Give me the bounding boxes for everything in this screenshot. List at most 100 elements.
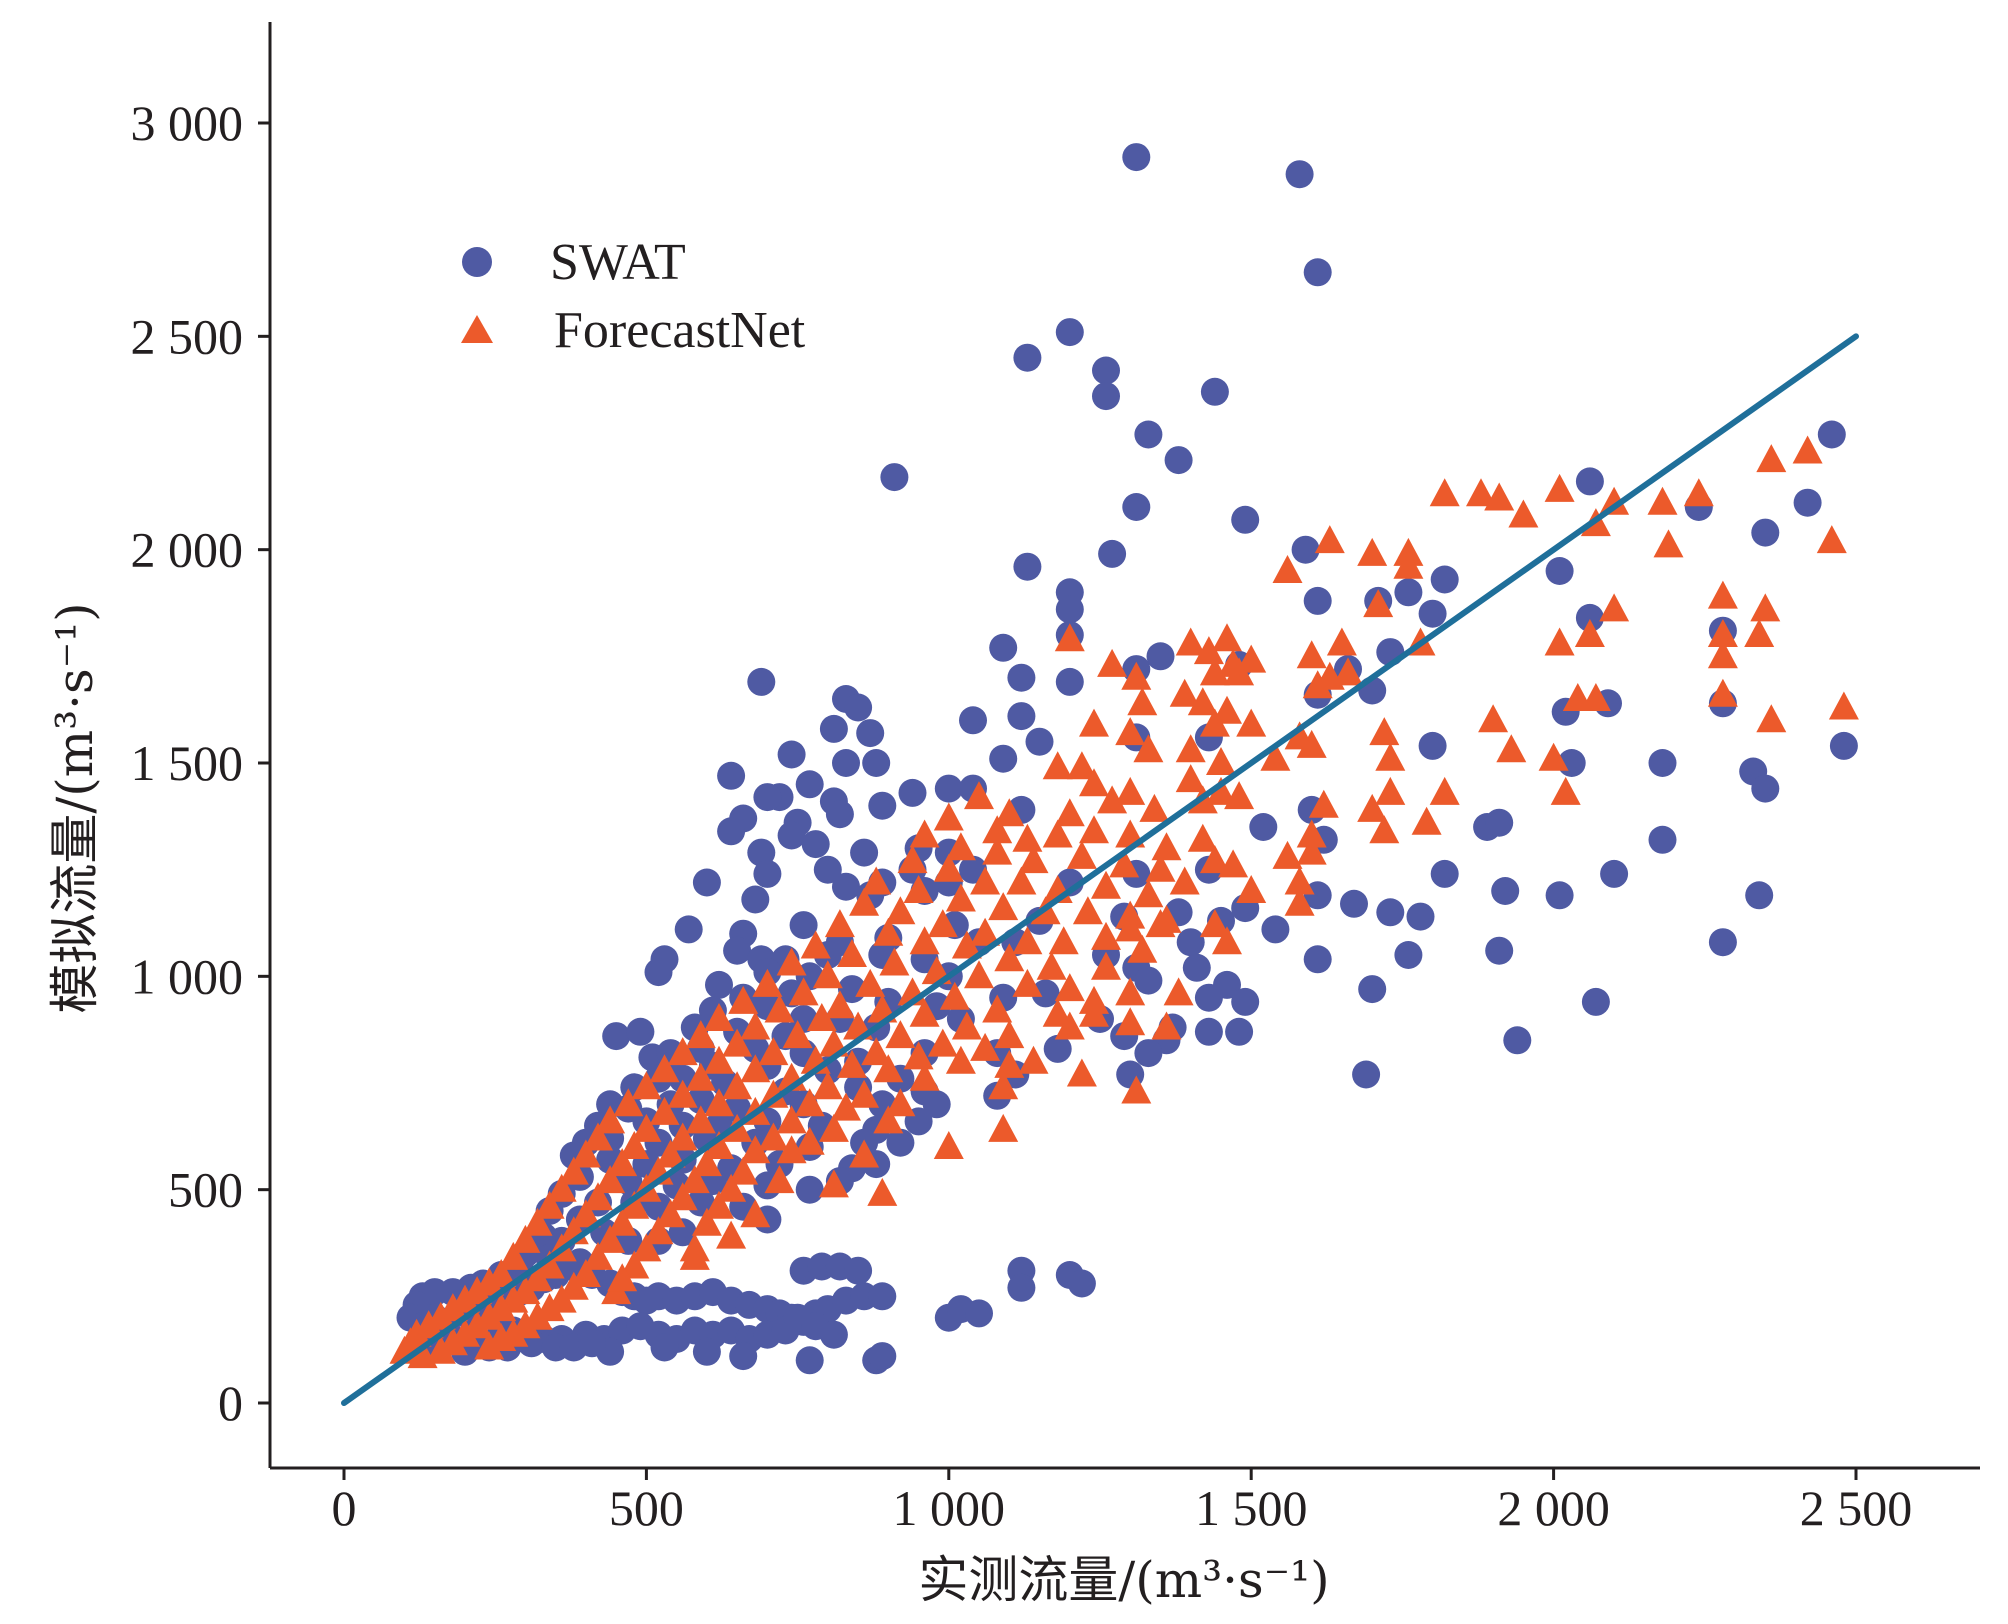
swat-point: [644, 958, 673, 987]
swat-point: [819, 714, 848, 743]
forecastnet-point: [1018, 1045, 1049, 1074]
forecastnet-point: [1139, 793, 1170, 822]
forecastnet-point: [1284, 887, 1315, 916]
forecastnet-point: [764, 994, 795, 1023]
forecastnet-point: [994, 798, 1025, 827]
swat-point: [795, 770, 824, 799]
swat-point: [856, 719, 885, 748]
forecastnet-point: [522, 1263, 553, 1292]
forecastnet-point: [1236, 644, 1267, 673]
forecastnet-point: [607, 1207, 638, 1236]
forecastnet-point: [1097, 785, 1128, 814]
swat-point: [1751, 774, 1780, 803]
forecastnet-point: [704, 1003, 734, 1031]
forecastnet-point: [806, 1003, 837, 1031]
forecastnet-point: [1550, 776, 1581, 805]
y-axis-ticks: 0 500 1 000 1 500 2 000 2 500 3 000: [131, 95, 270, 1431]
swat-point: [795, 1346, 824, 1375]
x-axis-title: 实测流量/(m³·s⁻¹): [918, 1551, 1329, 1609]
forecastnet-point: [1199, 708, 1230, 737]
forecastnet-point: [964, 781, 994, 810]
forecastnet-point: [534, 1250, 565, 1279]
swat-point: [1545, 881, 1574, 910]
swat-point: [1249, 813, 1278, 841]
swat-point: [717, 761, 746, 790]
forecastnet-point: [1127, 687, 1158, 716]
forecastnet-point: [619, 1131, 650, 1159]
forecastnet-point: [1133, 734, 1164, 763]
forecastnet-point: [716, 1173, 747, 1202]
swat-point: [1600, 859, 1629, 888]
forecastnet-point: [1115, 776, 1146, 805]
forecastnet-point: [704, 1045, 734, 1074]
swat-point: [886, 1128, 915, 1157]
forecastnet-point: [1042, 819, 1073, 848]
forecastnet-point: [1478, 704, 1509, 733]
legend-forecastnet-marker: [461, 315, 493, 343]
y-tick-label: 2 500: [131, 308, 244, 364]
forecastnet-point: [776, 947, 807, 976]
forecastnet-point: [649, 1054, 680, 1083]
forecastnet-point: [945, 1045, 976, 1074]
forecastnet-point: [631, 1233, 662, 1262]
y-axis-title: 模拟流量/(m³·s⁻¹): [46, 602, 104, 1013]
forecastnet-point: [982, 836, 1013, 865]
swat-point: [1007, 663, 1036, 692]
swat-point: [1043, 1034, 1072, 1063]
forecastnet-point: [1363, 589, 1394, 618]
swat-point: [1200, 377, 1229, 406]
forecastnet-point: [1115, 1007, 1146, 1036]
swat-point: [1817, 420, 1846, 449]
forecastnet-point: [1218, 849, 1249, 878]
forecastnet-point: [740, 1054, 771, 1083]
swat-point: [1303, 586, 1332, 615]
forecastnet-point: [994, 943, 1025, 972]
forecastnet-point: [425, 1335, 456, 1364]
forecastnet-point: [1538, 742, 1569, 771]
forecastnet-point: [758, 1037, 789, 1066]
forecastnet-point: [685, 1062, 716, 1091]
forecastnet-point: [933, 802, 964, 831]
forecastnet-point: [831, 1092, 861, 1121]
forecastnet-point: [740, 1199, 771, 1228]
forecastnet-point: [1012, 968, 1043, 997]
x-tick-label: 2 500: [1800, 1480, 1913, 1536]
swat-point: [1261, 915, 1290, 944]
forecastnet-point: [1375, 776, 1406, 805]
swat-point: [898, 778, 927, 807]
forecastnet-point: [1199, 845, 1230, 874]
forecastnet-point: [728, 985, 759, 1014]
forecastnet-point: [1236, 875, 1267, 903]
forecastnet-point: [1260, 742, 1291, 771]
forecastnet-point: [1816, 525, 1847, 554]
forecastnet-point: [800, 930, 831, 959]
swat-point: [1485, 808, 1514, 837]
swat-point: [965, 1299, 993, 1328]
swat-point: [868, 1282, 897, 1311]
forecastnet-point: [1145, 853, 1176, 882]
swat-point: [1394, 578, 1423, 607]
forecastnet-point: [1175, 764, 1206, 793]
forecastnet-point: [1169, 866, 1200, 895]
forecastnet-point: [1079, 998, 1109, 1027]
forecastnet-point: [1054, 623, 1085, 652]
swat-point: [753, 783, 782, 812]
forecastnet-point: [1314, 525, 1345, 554]
swat-point: [1025, 727, 1054, 756]
forecastnet-point: [788, 977, 819, 1006]
forecastnet-point: [903, 875, 934, 903]
forecastnet-point: [897, 845, 928, 874]
forecastnet-point: [1006, 866, 1037, 895]
forecastnet-point: [1574, 619, 1605, 647]
forecastnet-point: [667, 1122, 698, 1151]
swat-point: [801, 830, 830, 859]
swat-point: [1793, 488, 1822, 517]
swat-point: [1231, 987, 1260, 1016]
forecastnet-point: [558, 1156, 589, 1185]
swat-point: [650, 1333, 679, 1362]
swat-point: [825, 800, 854, 829]
x-tick-label: 0: [332, 1480, 357, 1536]
forecastnet-point: [885, 1088, 916, 1117]
forecastnet-point: [1429, 776, 1460, 805]
forecastnet-point: [619, 1190, 650, 1219]
